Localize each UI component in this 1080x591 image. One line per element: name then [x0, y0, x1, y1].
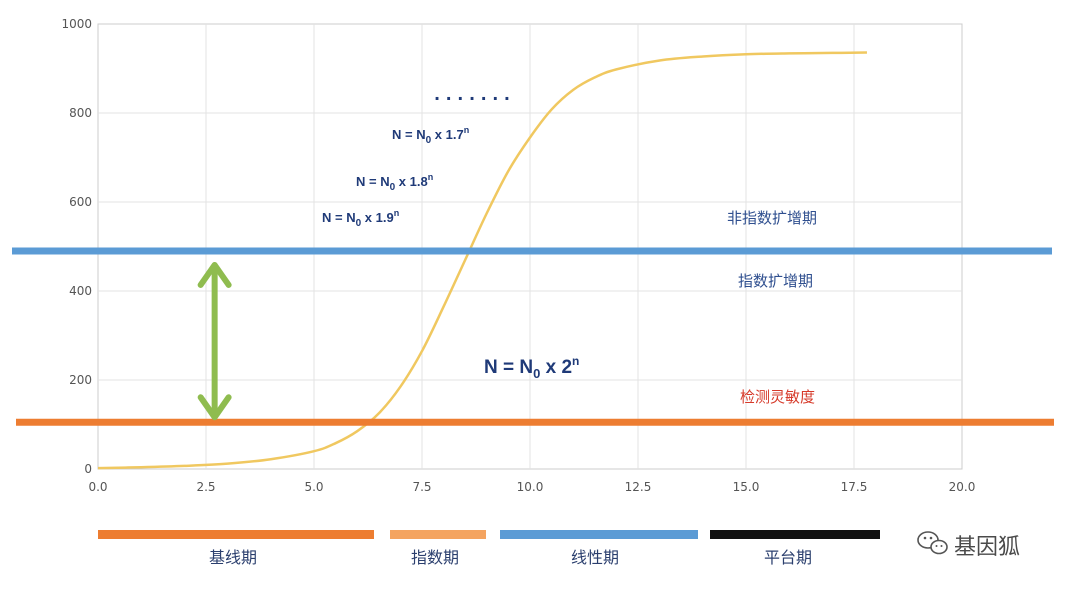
exponential-phase-label: 指数扩增期 [738, 272, 813, 290]
phase-bar-plateau [710, 530, 880, 539]
phase-label-baseline: 基线期 [209, 548, 257, 567]
phase-bar-linear [500, 530, 698, 539]
x-tick-label: 5.0 [304, 480, 323, 494]
y-tick-label: 200 [69, 373, 92, 387]
y-tick-label: 800 [69, 106, 92, 120]
ellipsis: . . . . . . . [434, 85, 510, 104]
series-layer [97, 51, 867, 470]
double-arrow [197, 261, 232, 421]
y-tick-label: 1000 [61, 17, 92, 31]
y-axis: 0 200 400 600 800 1000 [61, 17, 92, 476]
phase-bar-exponential [390, 530, 486, 539]
x-tick-label: 10.0 [517, 480, 544, 494]
non-exponential-phase-label: 非指数扩增期 [727, 209, 817, 227]
formula-2: N = N0 x 2n [484, 354, 579, 381]
formula-1-7: N = N0 x 1.7n [392, 125, 469, 146]
x-tick-label: 15.0 [733, 480, 760, 494]
x-tick-label: 17.5 [841, 480, 868, 494]
y-tick-label: 400 [69, 284, 92, 298]
y-tick-label: 600 [69, 195, 92, 209]
logo-text: 基因狐 [954, 535, 1020, 560]
phase-label-linear: 线性期 [571, 548, 619, 567]
x-tick-label: 7.5 [412, 480, 431, 494]
formula-1-9: N = N0 x 1.9n [322, 208, 399, 229]
phase-bar-baseline [98, 530, 374, 539]
x-tick-label: 0.0 [88, 480, 107, 494]
formula-1-8: N = N0 x 1.8n [356, 172, 433, 193]
wechat-icon [917, 531, 948, 555]
arrow-head-up [197, 261, 232, 288]
y-tick-label: 0 [84, 462, 92, 476]
x-tick-label: 2.5 [196, 480, 215, 494]
phase-label-plateau: 平台期 [764, 548, 812, 567]
detection-sensitivity-label: 检测灵敏度 [740, 388, 815, 406]
x-axis: 0.0 2.5 5.0 7.5 10.0 12.5 15.0 17.5 20.0 [88, 480, 975, 494]
arrow-head-down [197, 394, 232, 421]
x-tick-label: 20.0 [949, 480, 976, 494]
phase-label-exponential: 指数期 [411, 548, 459, 567]
x-tick-label: 12.5 [625, 480, 652, 494]
grid [98, 24, 962, 469]
amplification-curve [97, 51, 867, 470]
